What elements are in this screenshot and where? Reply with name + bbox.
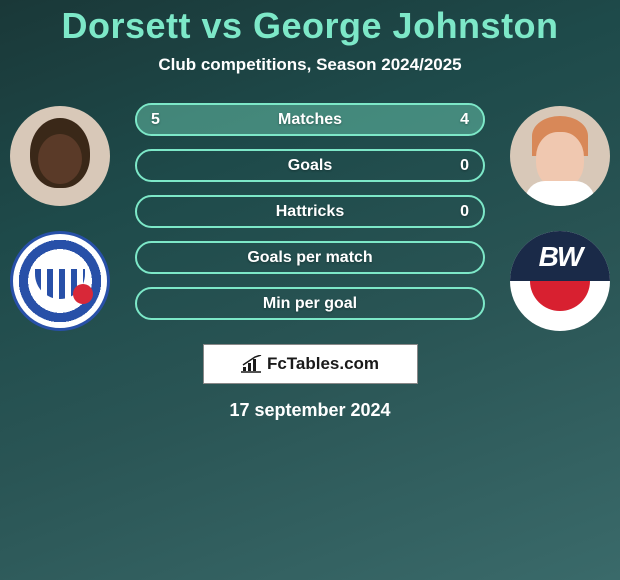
stat-label: Matches — [278, 111, 342, 129]
stat-label: Hattricks — [276, 203, 344, 221]
player-left-avatar — [10, 106, 110, 206]
date-text: 17 september 2024 — [0, 400, 620, 421]
page-title: Dorsett vs George Johnston — [0, 5, 620, 47]
stat-row: Min per goal — [135, 287, 485, 320]
brand-box: FcTables.com — [203, 344, 418, 384]
stat-value-right: 0 — [460, 157, 469, 175]
stat-label: Min per goal — [263, 295, 357, 313]
infographic-root: Dorsett vs George Johnston Club competit… — [0, 0, 620, 421]
comparison-area: 5 Matches 4 Goals 0 Hattricks 0 — [0, 103, 620, 421]
stat-row: Hattricks 0 — [135, 195, 485, 228]
stat-label: Goals — [288, 157, 332, 175]
stat-row: Goals per match — [135, 241, 485, 274]
club-right-badge — [510, 231, 610, 331]
stat-row: 5 Matches 4 — [135, 103, 485, 136]
stat-rows: 5 Matches 4 Goals 0 Hattricks 0 — [135, 103, 485, 320]
stat-value-right: 0 — [460, 203, 469, 221]
subtitle: Club competitions, Season 2024/2025 — [0, 55, 620, 75]
stat-label: Goals per match — [247, 249, 372, 267]
chart-icon — [241, 355, 263, 373]
stat-value-right: 4 — [460, 111, 469, 129]
stat-row: Goals 0 — [135, 149, 485, 182]
club-left-badge — [10, 231, 110, 331]
player-right-avatar — [510, 106, 610, 206]
stat-value-left: 5 — [151, 111, 160, 129]
brand-text: FcTables.com — [267, 354, 379, 374]
